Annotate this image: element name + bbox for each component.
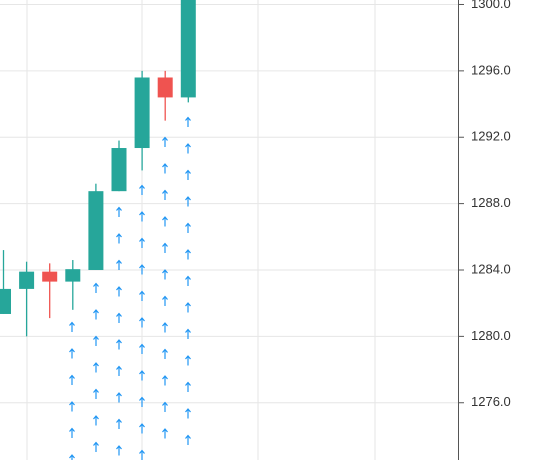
arrow	[116, 418, 122, 429]
arrow	[185, 434, 191, 445]
arrow	[93, 415, 99, 426]
y-tick-label: 1280.0	[471, 328, 511, 343]
arrow	[185, 116, 191, 127]
arrow	[93, 282, 99, 293]
arrow	[162, 136, 168, 147]
arrow	[185, 169, 191, 180]
arrow	[116, 445, 122, 456]
arrow	[185, 381, 191, 392]
arrow	[139, 370, 145, 381]
arrow	[139, 237, 145, 248]
arrow	[162, 163, 168, 174]
arrow	[185, 143, 191, 154]
arrow	[116, 259, 122, 270]
arrow	[93, 388, 99, 399]
arrow	[162, 216, 168, 227]
arrow	[139, 343, 145, 354]
arrow	[93, 362, 99, 373]
y-tick-label: 1300.0	[471, 0, 511, 11]
candle-body	[88, 191, 104, 270]
candle-body	[0, 288, 11, 314]
arrow	[185, 196, 191, 207]
arrow	[162, 242, 168, 253]
candle-body	[42, 271, 58, 282]
arrow	[116, 365, 122, 376]
arrow	[162, 322, 168, 333]
arrow	[69, 321, 75, 332]
y-tick-label: 1284.0	[471, 261, 511, 276]
arrow	[162, 401, 168, 412]
y-tick-label: 1276.0	[471, 394, 511, 409]
arrow	[185, 222, 191, 233]
y-axis: 1276.0 1280.0 1284.0 1288.0 1292.0 1296.0 1300…	[458, 0, 511, 409]
y-tick-label: 1288.0	[471, 195, 511, 210]
arrow	[185, 249, 191, 260]
arrow	[139, 396, 145, 407]
arrow	[139, 317, 145, 328]
y-tick-label: 1296.0	[471, 62, 511, 77]
arrow	[139, 184, 145, 195]
arrow	[69, 348, 75, 359]
arrow-markers	[69, 116, 191, 460]
arrow	[162, 375, 168, 386]
arrow	[162, 428, 168, 439]
arrow	[185, 275, 191, 286]
arrow	[185, 302, 191, 313]
candles	[0, 0, 196, 337]
arrow	[116, 312, 122, 323]
arrow	[116, 233, 122, 244]
arrow	[162, 348, 168, 359]
arrow	[116, 286, 122, 297]
arrow	[162, 295, 168, 306]
arrow	[116, 339, 122, 350]
y-tick-label: 1292.0	[471, 129, 511, 144]
arrow	[116, 392, 122, 403]
candle-body	[180, 0, 196, 98]
grid	[0, 0, 458, 460]
arrow	[139, 264, 145, 275]
candle-body	[19, 271, 35, 289]
arrow	[69, 401, 75, 412]
arrow	[162, 269, 168, 280]
arrow	[185, 355, 191, 366]
candle-body	[111, 148, 127, 192]
arrow	[185, 328, 191, 339]
arrow	[162, 189, 168, 200]
arrow	[139, 423, 145, 434]
arrow	[93, 441, 99, 452]
candle-body	[65, 269, 81, 282]
arrow	[139, 449, 145, 460]
arrow	[139, 290, 145, 301]
arrow	[69, 427, 75, 438]
arrow	[185, 408, 191, 419]
arrow	[93, 335, 99, 346]
candle-body	[134, 77, 150, 149]
candle-body	[157, 77, 173, 98]
arrow	[93, 309, 99, 320]
arrow	[139, 211, 145, 222]
arrow	[69, 454, 75, 460]
arrow	[116, 206, 122, 217]
arrow	[69, 374, 75, 385]
